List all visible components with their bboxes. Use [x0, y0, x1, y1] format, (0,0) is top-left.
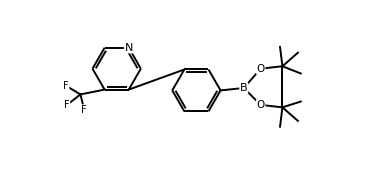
- Text: N: N: [125, 43, 133, 53]
- Text: F: F: [81, 105, 87, 115]
- Text: O: O: [256, 64, 265, 74]
- Text: B: B: [240, 83, 248, 93]
- Text: F: F: [63, 81, 69, 91]
- Text: O: O: [256, 100, 265, 110]
- Text: F: F: [64, 100, 70, 110]
